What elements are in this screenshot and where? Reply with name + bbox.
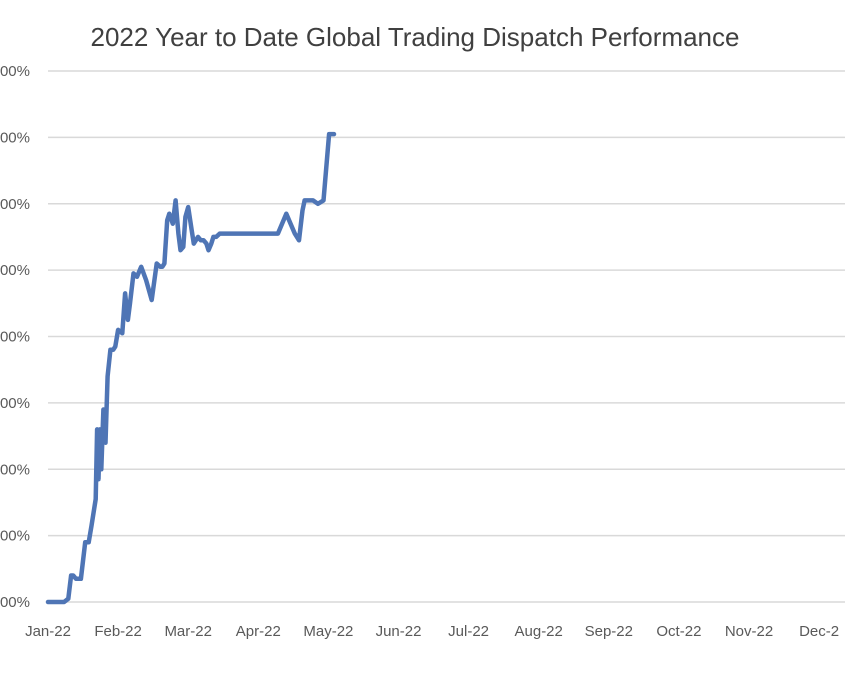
x-tick-label: May-22	[303, 623, 353, 640]
gridlines	[48, 70, 845, 603]
x-tick-label: Jun-22	[376, 623, 422, 640]
y-tick-label: 00%	[0, 63, 30, 80]
y-axis-tick-labels: 00% 00% 00% 00% 00% 00% 00% 00% 00%	[0, 63, 30, 611]
y-tick-label: 00%	[0, 329, 30, 346]
y-tick-label: 00%	[0, 196, 30, 213]
x-tick-label: Apr-22	[236, 623, 281, 640]
y-tick-label: 00%	[0, 528, 30, 545]
y-tick-label: 00%	[0, 129, 30, 146]
x-tick-label: Jul-22	[448, 623, 489, 640]
x-axis-tick-labels: Jan-22 Feb-22 Mar-22 Apr-22 May-22 Jun-22 Jul-…	[25, 623, 839, 640]
y-tick-label: 00%	[0, 262, 30, 279]
x-tick-label: Oct-22	[656, 623, 701, 640]
y-tick-label: 00%	[0, 461, 30, 478]
series-group	[45, 131, 337, 605]
x-tick-label: Mar-22	[164, 623, 212, 640]
x-tick-label: Dec-2	[799, 623, 839, 640]
x-tick-label: Feb-22	[94, 623, 142, 640]
y-tick-label: 00%	[0, 395, 30, 412]
y-tick-label: 00%	[0, 594, 30, 611]
x-tick-label: Aug-22	[515, 623, 563, 640]
x-tick-label: Sep-22	[585, 623, 633, 640]
x-tick-label: Jan-22	[25, 623, 71, 640]
x-tick-label: Nov-22	[725, 623, 773, 640]
series-line	[45, 131, 337, 605]
chart-title: 2022 Year to Date Global Trading Dispatc…	[90, 22, 740, 52]
